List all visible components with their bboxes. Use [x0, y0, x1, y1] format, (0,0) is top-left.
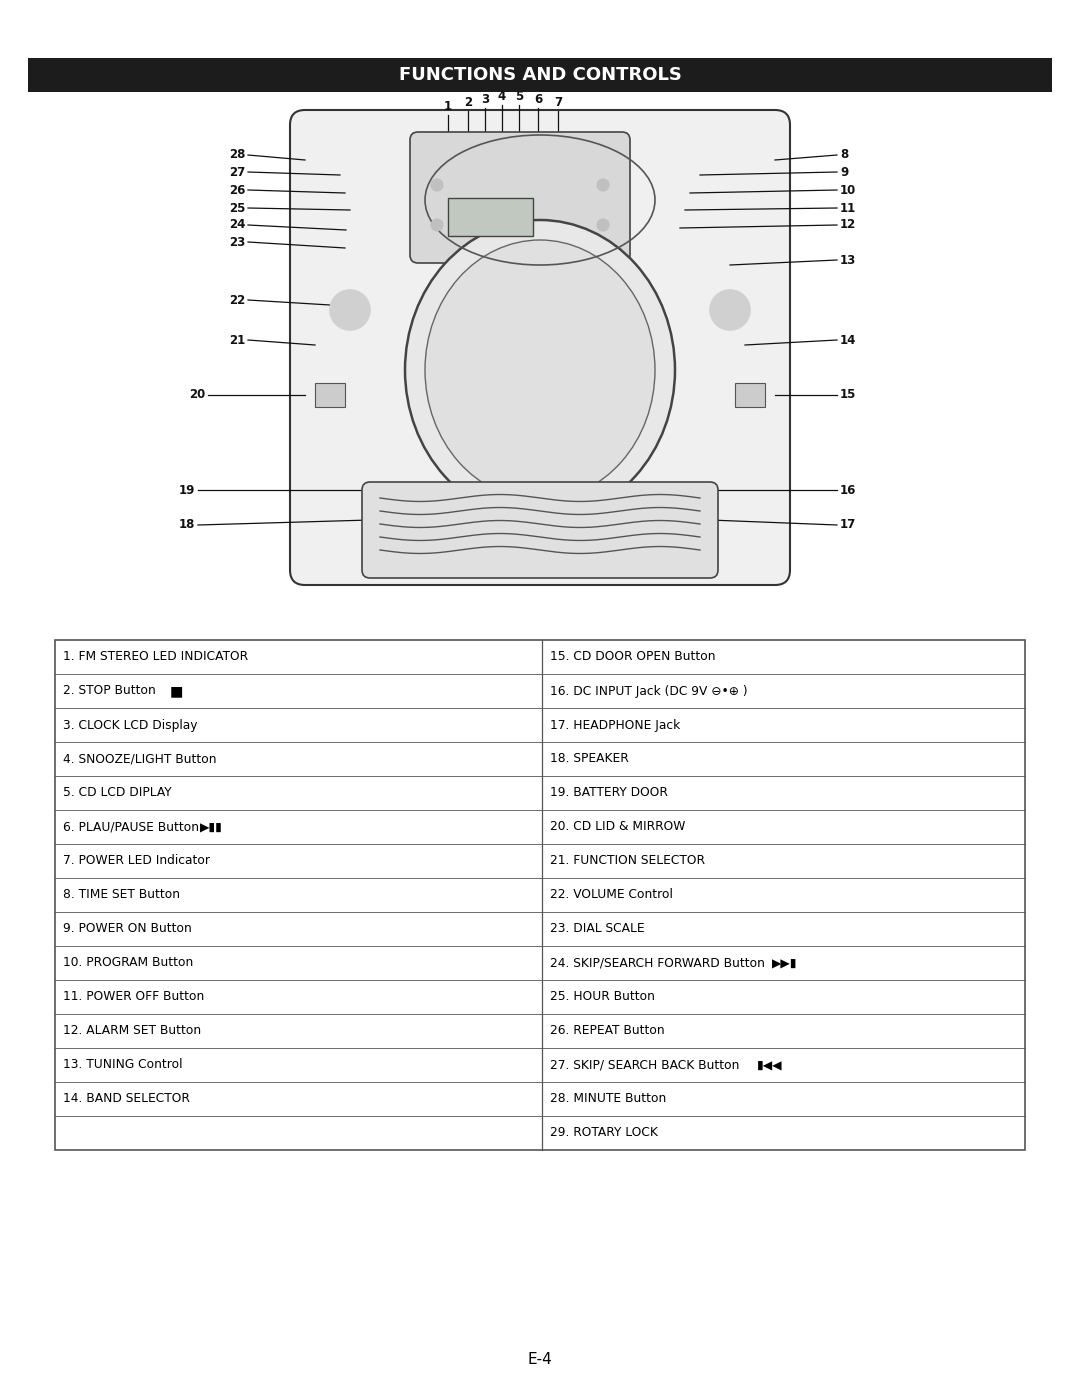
Text: 22: 22 [229, 293, 245, 306]
FancyBboxPatch shape [410, 131, 630, 263]
Text: 6. PLAU/PAUSE Button: 6. PLAU/PAUSE Button [63, 820, 199, 834]
Text: 22. VOLUME Control: 22. VOLUME Control [550, 888, 673, 901]
Text: 19. BATTERY DOOR: 19. BATTERY DOOR [550, 787, 667, 799]
Text: 2: 2 [464, 96, 472, 109]
Text: ■: ■ [170, 685, 184, 698]
Text: 27. SKIP/ SEARCH BACK Button: 27. SKIP/ SEARCH BACK Button [550, 1059, 740, 1071]
Text: 10. PROGRAM Button: 10. PROGRAM Button [63, 957, 193, 970]
Text: E-4: E-4 [528, 1352, 552, 1368]
Text: 4. SNOOZE/LIGHT Button: 4. SNOOZE/LIGHT Button [63, 753, 216, 766]
Bar [55, 640, 1025, 1150]
Text: 20: 20 [189, 388, 205, 401]
Circle shape [431, 179, 443, 191]
Text: 12. ALARM SET Button: 12. ALARM SET Button [63, 1024, 201, 1038]
Text: 26. REPEAT Button: 26. REPEAT Button [550, 1024, 664, 1038]
Text: 5. CD LCD DIPLAY: 5. CD LCD DIPLAY [63, 787, 172, 799]
Text: 7: 7 [554, 96, 562, 109]
Bar [28, 59, 1052, 92]
Text: 13. TUNING Control: 13. TUNING Control [63, 1059, 183, 1071]
Text: 5: 5 [515, 89, 523, 103]
Ellipse shape [426, 240, 654, 500]
Text: 14. BAND SELECTOR: 14. BAND SELECTOR [63, 1092, 190, 1105]
Text: 28: 28 [229, 148, 245, 162]
Text: 11: 11 [840, 201, 856, 215]
Text: 8. TIME SET Button: 8. TIME SET Button [63, 888, 180, 901]
FancyBboxPatch shape [291, 110, 789, 585]
Text: 21. FUNCTION SELECTOR: 21. FUNCTION SELECTOR [550, 855, 705, 868]
Circle shape [597, 219, 609, 231]
Text: 25: 25 [229, 201, 245, 215]
Circle shape [330, 291, 370, 330]
Text: 8: 8 [840, 148, 848, 162]
Circle shape [710, 291, 750, 330]
Text: 1: 1 [444, 101, 453, 113]
Text: 1. FM STEREO LED INDICATOR: 1. FM STEREO LED INDICATOR [63, 651, 248, 664]
Circle shape [597, 179, 609, 191]
Text: 24. SKIP/SEARCH FORWARD Button: 24. SKIP/SEARCH FORWARD Button [550, 957, 765, 970]
Ellipse shape [405, 219, 675, 520]
Text: 18: 18 [178, 518, 195, 531]
Text: 23. DIAL SCALE: 23. DIAL SCALE [550, 922, 645, 936]
Text: 6: 6 [534, 94, 542, 106]
Text: 10: 10 [840, 183, 856, 197]
Text: 21: 21 [229, 334, 245, 346]
Text: 14: 14 [840, 334, 856, 346]
Circle shape [431, 219, 443, 231]
Text: 16. DC INPUT Jack (DC 9V ⊖•⊕ ): 16. DC INPUT Jack (DC 9V ⊖•⊕ ) [550, 685, 747, 697]
Bar [315, 383, 345, 407]
Text: 15. CD DOOR OPEN Button: 15. CD DOOR OPEN Button [550, 651, 715, 664]
Text: 11. POWER OFF Button: 11. POWER OFF Button [63, 990, 204, 1003]
Text: 17: 17 [840, 518, 856, 531]
Text: 27: 27 [229, 165, 245, 179]
Text: 18. SPEAKER: 18. SPEAKER [550, 753, 629, 766]
Text: 25. HOUR Button: 25. HOUR Button [550, 990, 654, 1003]
Text: ▶▮▮: ▶▮▮ [200, 820, 222, 834]
Text: 13: 13 [840, 253, 856, 267]
FancyBboxPatch shape [362, 482, 718, 578]
Text: 15: 15 [840, 388, 856, 401]
Text: 9. POWER ON Button: 9. POWER ON Button [63, 922, 192, 936]
Text: 12: 12 [840, 218, 856, 232]
Text: ▮◀◀: ▮◀◀ [757, 1059, 783, 1071]
Text: 9: 9 [840, 165, 848, 179]
Text: 24: 24 [229, 218, 245, 232]
Text: 2. STOP Button: 2. STOP Button [63, 685, 156, 697]
Bar [448, 198, 534, 236]
Text: 7. POWER LED Indicator: 7. POWER LED Indicator [63, 855, 210, 868]
Text: 3. CLOCK LCD Display: 3. CLOCK LCD Display [63, 718, 198, 732]
Text: 29. ROTARY LOCK: 29. ROTARY LOCK [550, 1126, 658, 1140]
Text: 20. CD LID & MIRROW: 20. CD LID & MIRROW [550, 820, 686, 834]
Text: 26: 26 [229, 183, 245, 197]
Text: 28. MINUTE Button: 28. MINUTE Button [550, 1092, 666, 1105]
Text: 19: 19 [178, 483, 195, 496]
Text: 16: 16 [840, 483, 856, 496]
Text: 17. HEADPHONE Jack: 17. HEADPHONE Jack [550, 718, 680, 732]
Text: ▶▶▮: ▶▶▮ [772, 957, 797, 970]
Text: FUNCTIONS AND CONTROLS: FUNCTIONS AND CONTROLS [399, 66, 681, 84]
Text: 4: 4 [498, 89, 507, 103]
Text: 3: 3 [481, 94, 489, 106]
Text: 23: 23 [229, 236, 245, 249]
Bar [735, 383, 765, 407]
